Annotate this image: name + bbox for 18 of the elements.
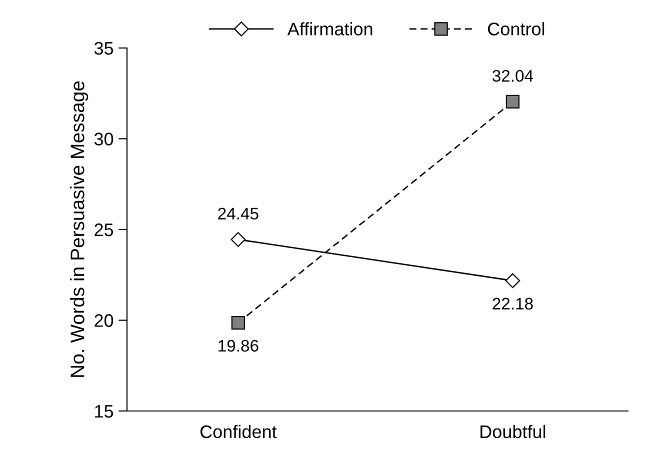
y-tick-label: 35 <box>94 42 114 55</box>
y-tick-label: 15 <box>95 405 114 418</box>
y-axis-title: No. Words in Persuasive Message <box>70 81 88 377</box>
point <box>506 94 520 109</box>
point <box>231 316 245 330</box>
data-label: 32.04 <box>492 70 534 82</box>
point <box>230 232 246 247</box>
y-tick-label: 20 <box>94 314 114 327</box>
data-label: 19.86 <box>218 340 258 352</box>
y-tick-label: 30 <box>94 132 114 146</box>
data-label: 24.45 <box>218 208 258 220</box>
x-tick-label: Confident <box>200 424 277 438</box>
legend-label: Control <box>488 22 544 36</box>
x-tick-label: Doubtful <box>480 424 546 438</box>
point <box>505 273 520 288</box>
legend-label: Affirmation <box>287 22 372 36</box>
y-tick-label: 25 <box>94 223 114 236</box>
data-label: 22.18 <box>492 298 533 310</box>
